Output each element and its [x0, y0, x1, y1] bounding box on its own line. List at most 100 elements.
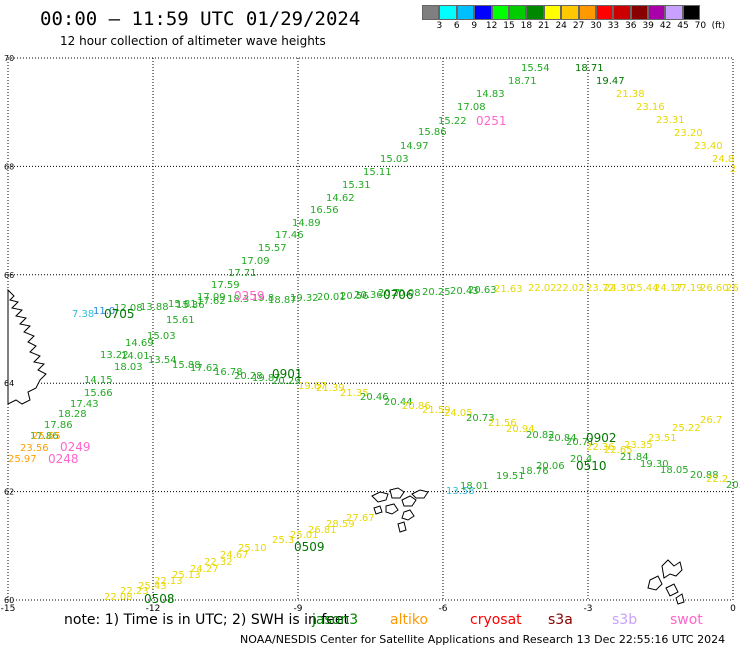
- colorbar-swatch: [422, 5, 440, 20]
- wave-height-label: 16.78: [214, 367, 243, 378]
- wave-height-label: 23.56: [20, 443, 49, 454]
- colorbar-label: 33: [607, 21, 620, 31]
- wave-height-label: 15.22: [438, 116, 467, 127]
- wave-height-label: 20.: [726, 480, 740, 491]
- pass-time-label: 0248: [48, 452, 79, 466]
- wave-height-label: 20.08: [392, 288, 421, 299]
- wave-height-label: 22.13: [154, 576, 183, 587]
- lat-tick-label: 64: [4, 379, 14, 388]
- colorbar-label: 6: [453, 21, 460, 31]
- wave-height-label: 22.65: [604, 445, 633, 456]
- land-outlines: [7, 288, 685, 605]
- wave-height-label: 19.51: [496, 471, 525, 482]
- colorbar-unit: (ft): [711, 21, 726, 31]
- wave-height-label: 19.32: [290, 293, 319, 304]
- colorbar-swatch: [665, 5, 683, 20]
- wave-height-label: 25.01: [290, 530, 319, 541]
- colorbar-swatch: [682, 5, 701, 20]
- wave-height-label: 15.03: [147, 331, 176, 342]
- wave-height-label: 15.61: [166, 315, 195, 326]
- wave-height-label: 17.59: [211, 280, 240, 291]
- colorbar-swatch: [543, 5, 562, 20]
- wave-height-label: 25.97: [8, 454, 37, 465]
- wave-height-label: 15.11: [363, 167, 392, 178]
- wave-height-label: 17.46: [275, 230, 304, 241]
- wave-height-label: 20.4: [570, 454, 592, 465]
- wave-height-label: 26.7: [700, 415, 722, 426]
- wave-height-label: 20.44: [384, 397, 413, 408]
- wave-height-label: 14.62: [326, 193, 355, 204]
- colorbar-label: 24: [555, 21, 567, 31]
- colorbar-label: 70: [694, 21, 707, 31]
- colorbar-swatch: [648, 5, 666, 20]
- wave-height-label: 12.08: [114, 303, 143, 314]
- wave-height-label: 17.09: [197, 292, 226, 303]
- wave-height-label: 7.38: [72, 309, 94, 320]
- wave-height-label: 20.25: [422, 287, 451, 298]
- wave-height-label: 25.10: [238, 543, 267, 554]
- wave-height-label: 16.56: [310, 205, 339, 216]
- wave-height-label: 17.62: [190, 363, 219, 374]
- wave-height-label: 13.22: [100, 350, 129, 361]
- wave-height-label: 23.16: [636, 102, 665, 113]
- pass-time-label: 0902: [586, 431, 617, 445]
- wave-height-label: 20.94: [506, 424, 535, 435]
- footer-credit: NOAA/NESDIS Center for Satellite Applica…: [240, 633, 726, 646]
- colorbar-label: 45: [677, 21, 689, 31]
- legend-s3a: s3a: [548, 612, 573, 628]
- colorbar-label: 36: [625, 21, 637, 31]
- wave-height-label: 21.38: [616, 89, 645, 100]
- wave-height-label: 25.22: [672, 423, 701, 434]
- map-subtitle: 12 hour collection of altimeter wave hei…: [60, 34, 326, 48]
- lat-tick-label: 70: [4, 54, 14, 63]
- faroe-islands: [371, 487, 429, 533]
- wave-height-label: 17.86: [30, 431, 59, 442]
- wave-height-label: 24.67: [220, 550, 249, 561]
- wave-height-label: 17.09: [241, 256, 270, 267]
- wave-height-label: 26.81: [308, 525, 337, 536]
- colorbar-swatch: [578, 5, 596, 20]
- wave-height-label: 28.59: [326, 519, 355, 530]
- legend-swot: swot: [670, 612, 703, 628]
- wave-height-label: 13.58: [446, 486, 475, 497]
- wave-height-label: 18.28: [58, 409, 87, 420]
- shetland-islands: [647, 559, 685, 605]
- pass-time-label: 0510: [576, 459, 607, 473]
- track-labels: 15.5418.7114.8317.0815.2215.8614.9715.03…: [8, 63, 740, 606]
- pass-time-label: 0508: [144, 592, 175, 606]
- pass-time-label: 0251: [476, 114, 507, 128]
- wave-height-label: 17.43: [70, 399, 99, 410]
- colorbar-label: 30: [590, 21, 602, 31]
- map-title: 00:00 – 11:59 UTC 01/29/2024: [40, 8, 361, 30]
- colorbar-label: 21: [538, 21, 550, 31]
- colorbar-swatch: [526, 5, 544, 20]
- colorbar-label: 9: [471, 21, 478, 31]
- wave-height-label: 21.59: [422, 405, 451, 416]
- wave-height-label: 20.88: [690, 470, 719, 481]
- wave-height-label: 14.89: [292, 218, 321, 229]
- wave-height-label: 21.39: [316, 383, 345, 394]
- legend-jason3: jason3: [312, 612, 359, 628]
- wave-height-label: 15.03: [380, 154, 409, 165]
- colorbar-swatch: [491, 5, 509, 20]
- wave-height-label: 14.69: [125, 338, 154, 349]
- wave-height-label: 20.36: [354, 290, 383, 301]
- wave-height-label: 20.56: [340, 291, 369, 302]
- wave-height-label: 21.84: [620, 452, 649, 463]
- wave-height-label: 17.08: [457, 102, 486, 113]
- colorbar-swatch: [595, 5, 614, 20]
- wave-height-label: 20.84: [548, 433, 577, 444]
- wave-height-label: 11.0: [93, 306, 115, 317]
- wave-height-label: 20.06: [536, 461, 565, 472]
- wave-height-label: 14.01: [121, 351, 150, 362]
- wave-height-label: 21.63: [494, 284, 523, 295]
- wave-height-label: 23.51: [648, 433, 677, 444]
- wave-height-label: 18.05: [660, 465, 689, 476]
- colorbar-swatch: [474, 5, 492, 20]
- lon-tick-label: -6: [439, 604, 448, 614]
- wave-height-label: 20.29: [272, 376, 301, 387]
- colorbar: [422, 5, 701, 20]
- colorbar-swatch: [561, 5, 579, 20]
- pass-time-label: 0705: [104, 307, 135, 321]
- wave-height-label: 22.36: [586, 442, 615, 453]
